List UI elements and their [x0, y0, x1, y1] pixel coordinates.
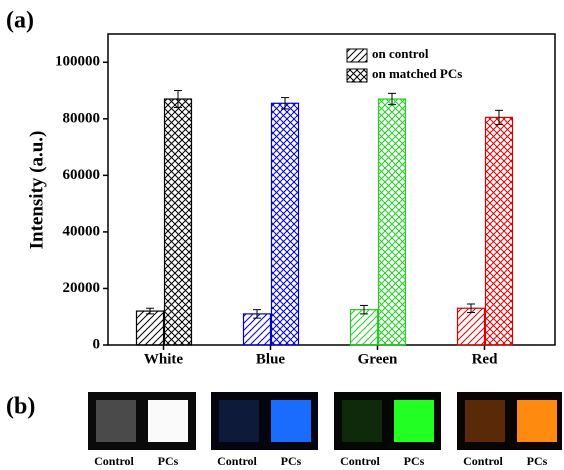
y-tick-label: 100000: [55, 54, 100, 70]
photo-caption: Control: [340, 454, 380, 468]
photo-caption: PCs: [527, 454, 548, 468]
bar: [486, 117, 513, 345]
legend-swatch: [347, 69, 367, 82]
bar: [379, 99, 406, 345]
bar: [458, 308, 485, 345]
photo-caption: PCs: [158, 454, 179, 468]
photo-panel: [88, 392, 562, 450]
photo-sample: [465, 400, 505, 442]
photo-sample: [96, 400, 136, 442]
photo-caption: Control: [463, 454, 503, 468]
legend-label: on control: [372, 46, 429, 61]
photo-sample: [219, 400, 259, 442]
y-tick-label: 0: [93, 336, 101, 352]
x-tick-label: Green: [358, 351, 398, 367]
y-axis-label: Intensity (a.u.): [26, 131, 47, 250]
photo-caption: PCs: [404, 454, 425, 468]
photo-sample: [394, 400, 434, 442]
y-tick-label: 40000: [63, 223, 101, 239]
photo-caption: PCs: [281, 454, 302, 468]
legend-label: on matched PCs: [372, 66, 462, 81]
photo-sample: [342, 400, 382, 442]
photo-sample: [517, 400, 557, 442]
bar: [351, 310, 378, 345]
bar: [137, 311, 164, 345]
legend-swatch: [347, 49, 367, 62]
photo-caption: Control: [94, 454, 134, 468]
y-tick-label: 20000: [63, 280, 101, 296]
bar: [272, 103, 299, 345]
photo-sample: [271, 400, 311, 442]
y-tick-label: 60000: [63, 167, 101, 183]
panel-label: (b): [6, 394, 35, 420]
photo-caption: Control: [217, 454, 257, 468]
bar: [165, 99, 192, 345]
x-tick-label: White: [144, 351, 184, 367]
x-tick-label: Blue: [256, 351, 286, 367]
panel-label: (a): [6, 8, 34, 34]
y-tick-label: 80000: [63, 110, 101, 126]
figure: (a) Intensity (a.u.) (b) 0 20000 40000 6000…: [0, 0, 564, 470]
x-tick-label: Red: [472, 351, 498, 367]
photo-sample: [148, 400, 188, 442]
